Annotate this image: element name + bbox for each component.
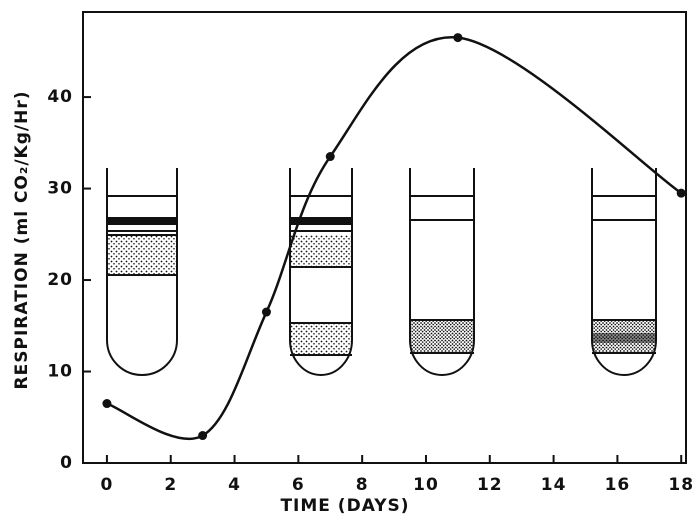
x-tick-label: 2: [164, 475, 177, 495]
x-tick-label: 4: [228, 475, 241, 495]
data-point: [453, 33, 463, 43]
x-tick-label: 14: [541, 475, 567, 495]
y-tick-label: 10: [47, 362, 73, 382]
x-tick-label: 12: [477, 475, 503, 495]
x-tick-label: 10: [413, 475, 439, 495]
y-tick-label: 40: [47, 87, 73, 107]
x-tick-label: 18: [668, 475, 692, 495]
data-point: [261, 307, 271, 317]
y-tick-label: 20: [47, 270, 73, 290]
data-point: [325, 152, 335, 162]
data-point: [102, 399, 112, 409]
y-axis-label: RESPIRATION (ml CO₂/Kg/Hr): [12, 91, 32, 390]
plot-frame: [82, 11, 687, 464]
data-point: [198, 431, 208, 441]
x-axis-label: TIME (DAYS): [280, 496, 409, 516]
y-tick-label: 30: [47, 179, 73, 199]
data-point: [676, 188, 686, 198]
x-tick-label: 0: [101, 475, 114, 495]
x-tick-label: 16: [605, 475, 631, 495]
test-tubes: [106, 168, 657, 376]
x-tick-label: 6: [292, 475, 305, 495]
x-tick-label: 8: [356, 475, 369, 495]
y-tick-label: 0: [60, 453, 73, 473]
